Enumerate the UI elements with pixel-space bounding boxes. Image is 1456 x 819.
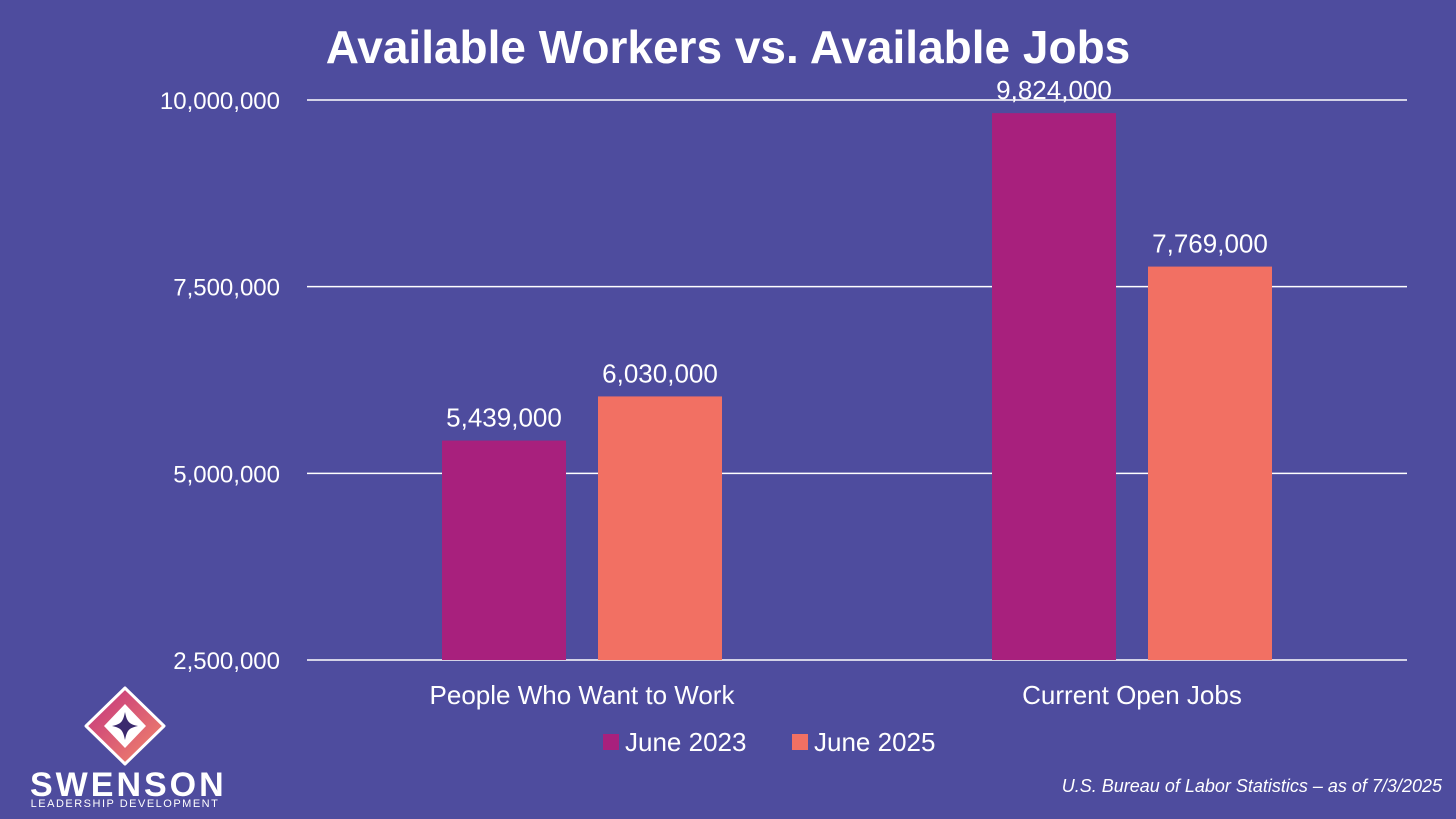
bar — [442, 440, 566, 660]
brand-logo: SWENSON LEADERSHIP DEVELOPMENT — [30, 686, 227, 814]
legend-label: June 2025 — [814, 727, 935, 757]
category-label: Current Open Jobs — [1022, 680, 1242, 710]
y-tick-label: 7,500,000 — [173, 275, 280, 302]
bar-chart: 2,500,000 5,000,000 7,500,000 10,000,000 5,… — [160, 75, 1407, 757]
y-tick-label: 2,500,000 — [173, 648, 280, 675]
bar-value-label: 7,769,000 — [1152, 229, 1268, 259]
legend-swatch — [603, 734, 619, 750]
brand-name: SWENSON — [30, 766, 227, 804]
source-note: U.S. Bureau of Labor Statistics – as of … — [1061, 776, 1442, 796]
x-axis-categories: People Who Want to Work Current Open Jobs — [430, 680, 1242, 710]
bar-value-label: 6,030,000 — [602, 358, 718, 388]
bar — [1148, 266, 1272, 660]
bars — [442, 113, 1272, 660]
y-axis-ticks: 2,500,000 5,000,000 7,500,000 10,000,000 — [160, 88, 280, 675]
legend-swatch — [792, 734, 808, 750]
y-tick-label: 5,000,000 — [173, 461, 280, 488]
legend: June 2023 June 2025 — [603, 727, 935, 757]
legend-label: June 2023 — [625, 727, 746, 757]
chart-title: Available Workers vs. Available Jobs — [325, 21, 1131, 73]
category-label: People Who Want to Work — [430, 680, 736, 710]
bar-value-label: 9,824,000 — [996, 75, 1112, 105]
bar — [992, 113, 1116, 660]
y-tick-label: 10,000,000 — [160, 88, 280, 115]
bar-labels: 5,439,000 6,030,000 9,824,000 7,769,000 — [446, 75, 1268, 432]
swenson-logo-icon — [84, 686, 166, 766]
bar — [598, 396, 722, 660]
bar-value-label: 5,439,000 — [446, 403, 562, 433]
brand-tagline: LEADERSHIP DEVELOPMENT — [30, 798, 220, 810]
